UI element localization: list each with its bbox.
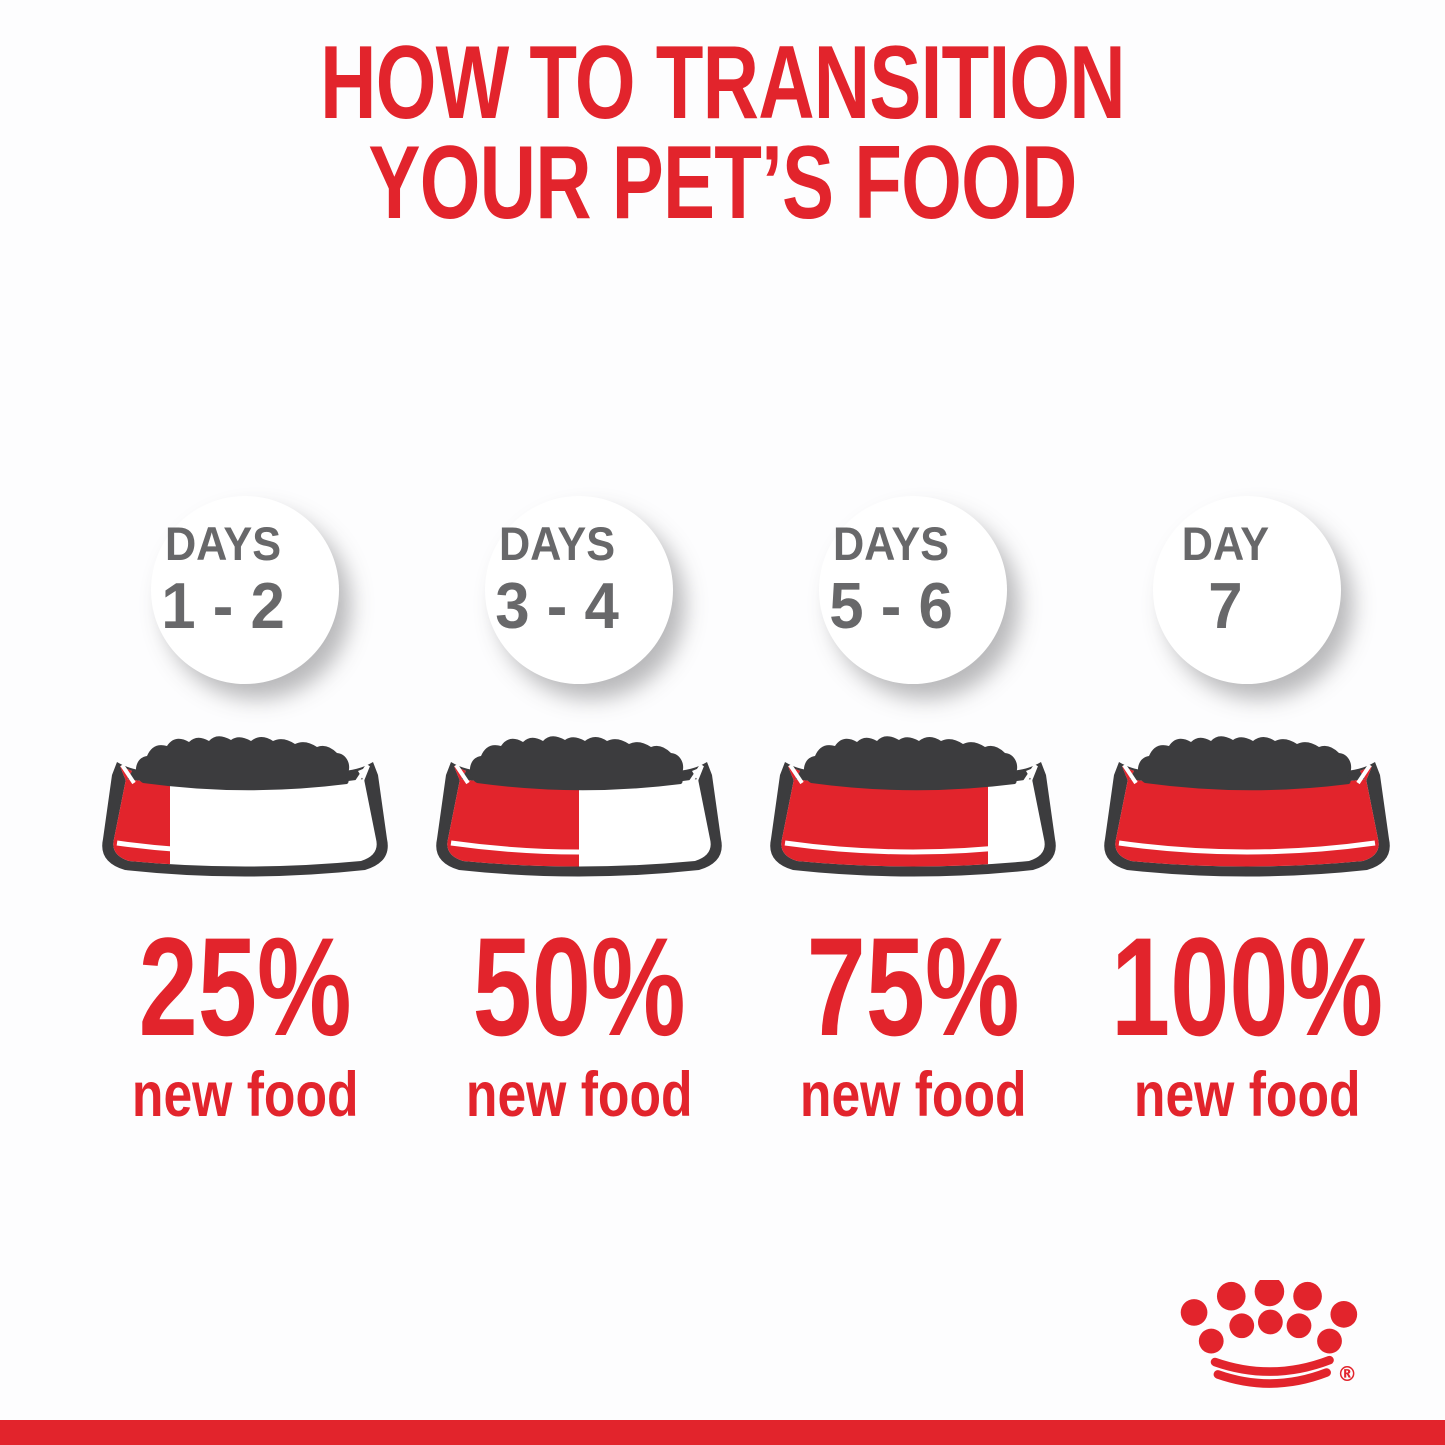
day-range: 1 - 2 <box>161 569 285 642</box>
day-text: DAYS 1 - 2 <box>158 517 288 642</box>
page-title: HOW TO TRANSITION YOUR PET’S FOOD <box>0 25 1445 241</box>
day-circle: DAYS 3 - 4 <box>485 496 673 684</box>
footer-red-band <box>0 1420 1445 1445</box>
food-bowl-icon <box>436 736 722 877</box>
new-food-label: new food <box>799 1060 1027 1130</box>
percent-new-food: 50% <box>472 908 686 1065</box>
day-label: DAY <box>1181 517 1269 570</box>
step-column-day-7: DAY 7 <box>1080 496 1414 1130</box>
day-text: DAY 7 <box>1178 517 1273 642</box>
day-text: DAYS 3 - 4 <box>492 517 622 642</box>
new-food-label: new food <box>465 1060 693 1130</box>
new-food-label: new food <box>1133 1060 1361 1130</box>
transition-steps-row: DAYS 1 - 2 <box>78 496 1414 1130</box>
kibble-mound <box>135 736 350 791</box>
kibble-mound <box>803 736 1018 791</box>
step-column-days-1-2: DAYS 1 - 2 <box>78 496 412 1130</box>
day-text: DAYS 5 - 6 <box>826 517 956 642</box>
food-bowl-icon <box>770 736 1056 877</box>
percent-new-food: 75% <box>806 908 1020 1065</box>
title-line-1: HOW TO TRANSITION <box>320 25 1126 141</box>
day-range: 7 <box>1207 569 1243 642</box>
royal-canin-crown-logo: ® <box>1180 1280 1358 1388</box>
title-line-2: YOUR PET’S FOOD <box>368 125 1077 241</box>
day-circle: DAY 7 <box>1153 496 1341 684</box>
day-circle: DAYS 1 - 2 <box>151 496 339 684</box>
new-food-label: new food <box>131 1060 359 1130</box>
day-range: 5 - 6 <box>829 569 953 642</box>
percent-new-food: 100% <box>1110 908 1384 1065</box>
kibble-mound <box>469 736 684 791</box>
food-bowl-icon <box>1104 736 1390 877</box>
day-circle: DAYS 5 - 6 <box>819 496 1007 684</box>
day-range: 3 - 4 <box>495 569 619 642</box>
step-column-days-5-6: DAYS 5 - 6 <box>746 496 1080 1130</box>
kibble-mound <box>1137 736 1352 791</box>
step-column-days-3-4: DAYS 3 - 4 <box>412 496 746 1130</box>
day-label: DAYS <box>164 517 282 570</box>
registered-trademark: ® <box>1337 1362 1357 1386</box>
day-label: DAYS <box>498 517 616 570</box>
day-label: DAYS <box>832 517 950 570</box>
percent-new-food: 25% <box>138 908 352 1065</box>
food-bowl-icon <box>102 736 388 877</box>
